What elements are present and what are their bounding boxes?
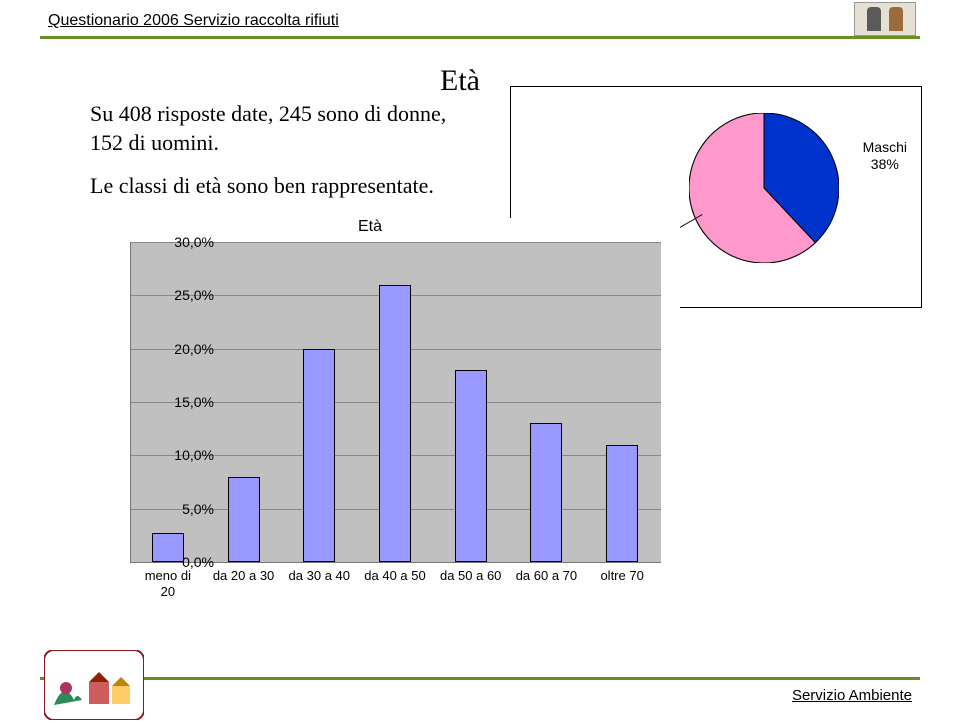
pie-label-maschi-name: Maschi — [863, 139, 907, 155]
x-tick-label: meno di20 — [133, 568, 203, 599]
age-bar — [228, 477, 260, 562]
header-title: Questionario 2006 Servizio raccolta rifi… — [48, 12, 339, 30]
x-tick-label: da 60 a 70 — [511, 568, 581, 584]
description-line1: Su 408 risposte date, 245 sono di donne,… — [90, 100, 470, 157]
x-tick-label: da 50 a 60 — [436, 568, 506, 584]
y-tick-label: 20,0% — [154, 341, 214, 357]
age-bar — [379, 285, 411, 562]
description-line2: Le classi di età sono ben rappresentate. — [90, 172, 470, 201]
y-tick-label: 30,0% — [154, 234, 214, 250]
y-tick-label: 25,0% — [154, 287, 214, 303]
x-tick-label: oltre 70 — [587, 568, 657, 584]
x-tick-label: da 40 a 50 — [360, 568, 430, 584]
y-tick-label: 5,0% — [154, 501, 214, 517]
y-tick-label: 10,0% — [154, 447, 214, 463]
age-bar — [606, 445, 638, 562]
age-bar-container: Età 0,0%5,0%10,0%15,0%20,0%25,0%30,0%men… — [60, 218, 680, 628]
x-tick-label: da 20 a 30 — [209, 568, 279, 584]
age-bar — [455, 370, 487, 562]
footer-text: Servizio Ambiente — [792, 687, 912, 704]
age-bar — [530, 423, 562, 562]
y-tick-label: 15,0% — [154, 394, 214, 410]
pie-label-maschi-pct: 38% — [871, 156, 899, 172]
header-logo-icon — [854, 2, 916, 36]
bar-chart-title: Età — [60, 218, 680, 236]
footer-logo-icon — [44, 650, 144, 720]
x-tick-label: da 30 a 40 — [284, 568, 354, 584]
age-bar — [303, 349, 335, 562]
pie-label-maschi: Maschi 38% — [863, 139, 907, 173]
bottom-rule — [40, 677, 920, 680]
gender-pie-chart — [689, 113, 839, 263]
page-title: Età — [440, 64, 480, 98]
top-rule — [40, 36, 920, 39]
